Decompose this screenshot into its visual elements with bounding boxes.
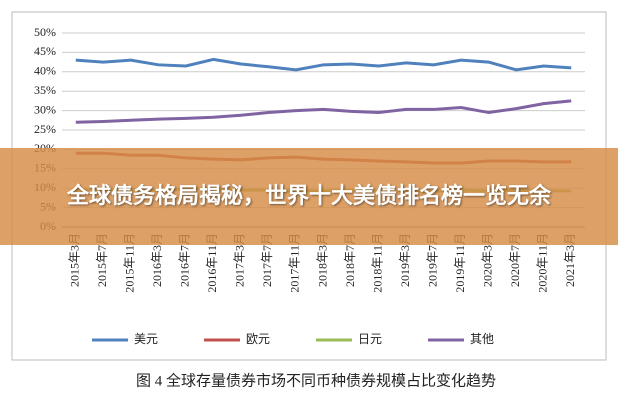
y-tick-label: 25% xyxy=(34,122,56,136)
x-tick-label: 2016年11月 xyxy=(205,233,219,293)
x-tick-label: 2015年7月 xyxy=(95,233,109,287)
legend-label: 日元 xyxy=(358,332,382,346)
x-tick-label: 2018年3月 xyxy=(315,233,329,287)
banner-title: 全球债务格局揭秘，世界十大美债排名榜一览无余 xyxy=(66,184,551,209)
line-series xyxy=(75,99,572,124)
x-tick-label: 2015年11月 xyxy=(123,233,137,293)
caption: 图 4 全球存量债券市场不同币种债券规模占比变化趋势 xyxy=(136,371,496,389)
legend-label: 欧元 xyxy=(246,332,270,346)
x-tick-label: 2019年3月 xyxy=(398,233,412,287)
x-tick-label: 2018年11月 xyxy=(370,233,384,293)
banner: 全球债务格局揭秘，世界十大美债排名榜一览无余 xyxy=(0,148,618,245)
x-tick-label: 2020年11月 xyxy=(535,233,549,293)
x-tick-label: 2016年7月 xyxy=(178,233,192,287)
y-tick-label: 45% xyxy=(34,44,56,58)
x-tick-label: 2018年7月 xyxy=(343,233,357,287)
line-series xyxy=(75,57,572,72)
y-tick-label: 35% xyxy=(34,83,56,97)
y-tick-label: 30% xyxy=(34,102,56,116)
x-tick-label: 2019年7月 xyxy=(425,233,439,287)
x-tick-label: 2017年7月 xyxy=(260,233,274,287)
x-tick-label: 2017年11月 xyxy=(288,233,302,293)
y-tick-label: 50% xyxy=(34,25,56,39)
y-tick-label: 40% xyxy=(34,64,56,78)
legend-label: 其他 xyxy=(470,332,494,346)
x-tick-label: 2019年11月 xyxy=(453,233,467,293)
legend-label: 美元 xyxy=(134,332,158,346)
x-tick-label: 2020年3月 xyxy=(480,233,494,287)
x-tick-label: 2016年3月 xyxy=(150,233,164,287)
x-tick-label: 2017年3月 xyxy=(233,233,247,287)
x-tick-label: 2021年3月 xyxy=(563,233,577,287)
x-tick-label: 2015年3月 xyxy=(68,233,82,287)
x-tick-label: 2020年7月 xyxy=(508,233,522,287)
